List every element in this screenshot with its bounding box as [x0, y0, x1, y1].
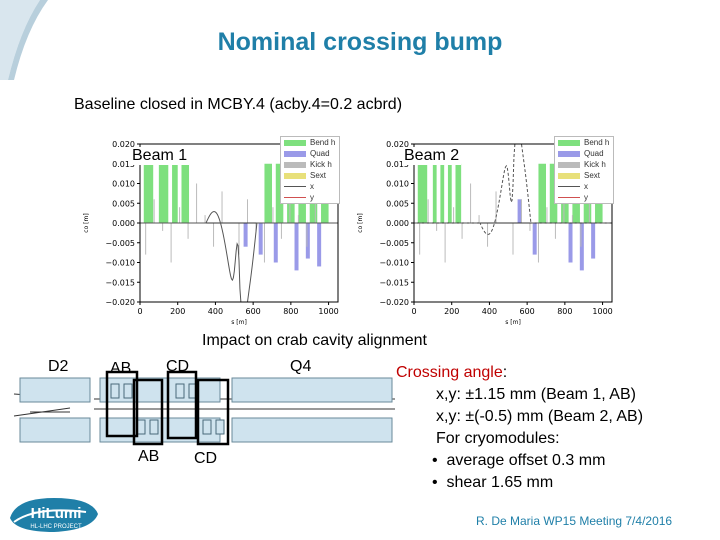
svg-text:HL-LHC PROJECT: HL-LHC PROJECT [30, 524, 82, 530]
quad-bar [579, 223, 584, 271]
corner-swoosh [0, 0, 48, 80]
quad-bar [532, 223, 537, 255]
yaxis-label: co [m] [357, 213, 364, 232]
subtitle: Baseline closed in MCBY.4 (acby.4=0.2 ac… [74, 96, 403, 113]
hilumi-logo: HiLumi HL-LHC PROJECT [10, 498, 98, 532]
xaxis-label: s [m] [505, 319, 521, 326]
x-orbit-line [140, 211, 338, 303]
crossing-line1: x,y: ±1.15 mm (Beam 1, AB) [436, 386, 636, 403]
legend-quad: Quad [555, 148, 613, 159]
d2-label: D2 [48, 358, 69, 375]
ytick-label: 0.000 [112, 219, 135, 228]
xtick-label: 0 [411, 307, 416, 316]
bend-block [181, 163, 190, 223]
xtick-label: 1000 [592, 307, 612, 316]
bend-block [417, 163, 428, 223]
xtick-label: 1000 [318, 307, 338, 316]
crossing-angle-info: Crossing angle: x,y: ±1.15 mm (Beam 1, A… [396, 362, 643, 494]
bend-block [275, 163, 284, 223]
xtick-label: 400 [208, 307, 223, 316]
cd-bottom-label: CD [194, 450, 218, 467]
crossing-line2: x,y: ±(-0.5) mm (Beam 2, AB) [436, 408, 644, 425]
ytick-label: 0.010 [112, 180, 135, 189]
legend-kick: Kick h [281, 159, 339, 170]
bend-block [440, 163, 445, 223]
ytick-label: −0.015 [105, 278, 135, 287]
xtick-label: 0 [137, 307, 142, 316]
ytick-label: 0.020 [112, 140, 135, 149]
quad-bar [517, 199, 522, 223]
quad-bar [243, 223, 248, 247]
legend-kick: Kick h [555, 159, 613, 170]
legend-sext: Sext [281, 170, 339, 181]
xtick-label: 800 [557, 307, 572, 316]
quad-bar [258, 223, 263, 255]
quad-bar [317, 223, 322, 267]
schematic-heading: Impact on crab cavity alignment [202, 332, 427, 349]
bend-block [447, 163, 452, 223]
crab-cavity-schematic [13, 370, 395, 446]
legend-bend: Bend h [281, 137, 339, 148]
ytick-label: −0.005 [379, 239, 409, 248]
page-title: Nominal crossing bump [217, 28, 503, 56]
bend-block [538, 163, 546, 223]
ytick-label: 0.015 [112, 160, 135, 169]
crossing-bullet2: • shear 1.65 mm [432, 474, 554, 491]
ytick-label: −0.005 [105, 239, 135, 248]
legend-bend: Bend h [555, 137, 613, 148]
crossing-heading: Crossing angle: [396, 364, 508, 381]
legend-y: y [555, 192, 613, 203]
x-orbit-line [414, 143, 612, 235]
quad-bar [305, 223, 310, 259]
crossing-line3: For cryomodules: [436, 430, 560, 447]
ytick-label: −0.010 [379, 259, 409, 268]
beam1-legend: Bend h Quad Kick h Sext x y [280, 136, 340, 204]
bend-block [143, 163, 154, 223]
quad-bar [273, 223, 278, 263]
ytick-label: −0.020 [105, 298, 135, 307]
bend-block [549, 163, 558, 223]
quad-bar [294, 223, 299, 271]
svg-text:HiLumi: HiLumi [31, 505, 82, 522]
xtick-label: 400 [482, 307, 497, 316]
bend-block [264, 163, 272, 223]
ytick-label: 0.010 [386, 180, 409, 189]
ytick-label: −0.010 [105, 259, 135, 268]
footer-text: R. De Maria WP15 Meeting 7/4/2016 [476, 514, 673, 528]
legend-sext: Sext [555, 170, 613, 181]
ytick-label: 0.005 [386, 199, 409, 208]
q4-label: Q4 [290, 358, 312, 375]
cd-top-label: CD [166, 358, 190, 375]
ytick-label: −0.015 [379, 278, 409, 287]
ytick-label: 0.000 [386, 219, 409, 228]
xtick-label: 200 [444, 307, 459, 316]
beam2-label: Beam 2 [402, 147, 462, 165]
quad-bar [591, 223, 596, 259]
quad-bar [568, 223, 573, 263]
ytick-label: 0.020 [386, 140, 409, 149]
xtick-label: 600 [246, 307, 261, 316]
legend-x: x [281, 181, 339, 192]
legend-y: y [281, 192, 339, 203]
bend-block [172, 163, 178, 223]
beam1-label: Beam 1 [130, 147, 190, 165]
ytick-label: 0.005 [112, 199, 135, 208]
crossing-bullet1: • average offset 0.3 mm [432, 452, 606, 469]
legend-x: x [555, 181, 613, 192]
xtick-label: 600 [520, 307, 535, 316]
xaxis-label: s [m] [231, 319, 247, 326]
beam2-legend: Bend h Quad Kick h Sext x y [554, 136, 614, 204]
ab-bottom-label: AB [138, 448, 160, 465]
yaxis-label: co [m] [83, 213, 90, 232]
bend-block [432, 163, 437, 223]
bend-block [158, 163, 169, 223]
ab-top-label: AB [110, 360, 132, 377]
bend-block [455, 163, 462, 223]
xtick-label: 800 [283, 307, 298, 316]
ytick-label: −0.020 [379, 298, 409, 307]
xtick-label: 200 [170, 307, 185, 316]
legend-quad: Quad [281, 148, 339, 159]
ytick-label: 0.015 [386, 160, 409, 169]
